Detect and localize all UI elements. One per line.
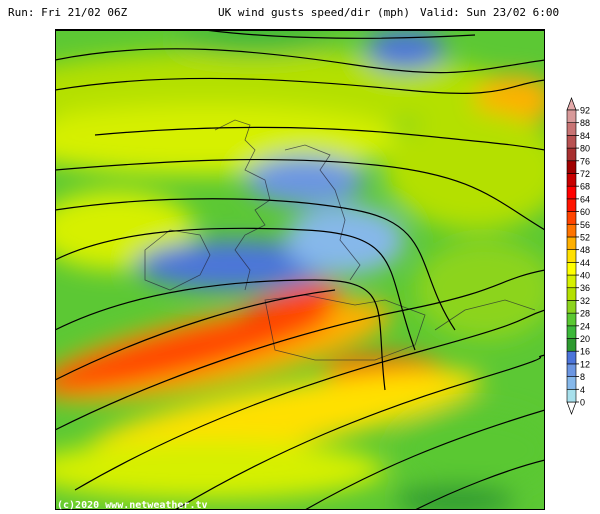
legend-tick-label: 64 xyxy=(580,194,590,204)
legend-tick-label: 16 xyxy=(580,347,590,357)
legend-swatch xyxy=(566,122,577,136)
legend-tick-label: 0 xyxy=(580,398,585,408)
legend-tick-label: 60 xyxy=(580,207,590,217)
legend-swatch xyxy=(566,160,577,174)
legend-swatch xyxy=(566,109,577,123)
legend-swatch xyxy=(566,262,577,276)
legend-swatch xyxy=(566,236,577,250)
wind-streamlines xyxy=(55,30,545,510)
legend-tick-label: 24 xyxy=(580,321,590,331)
legend-top-arrow xyxy=(566,97,577,111)
legend-tick-label: 56 xyxy=(580,220,590,230)
valid-label: Valid: Sun 23/02 6:00 xyxy=(420,6,560,19)
legend-swatch xyxy=(566,376,577,390)
legend-swatch xyxy=(566,198,577,212)
legend-swatch xyxy=(566,338,577,352)
legend-swatch xyxy=(566,363,577,377)
legend-tick-label: 88 xyxy=(580,118,590,128)
legend-swatch xyxy=(566,274,577,289)
run-label: Run: Fri 21/02 06Z xyxy=(8,6,128,19)
legend-swatch xyxy=(566,211,577,225)
legend-tick-label: 8 xyxy=(580,372,585,382)
legend-swatch xyxy=(566,325,577,339)
legend-tick-label: 72 xyxy=(580,169,590,179)
legend-tick-label: 28 xyxy=(580,309,590,319)
map-frame xyxy=(55,30,545,510)
legend-tick-label: 52 xyxy=(580,232,590,242)
legend-tick-label: 44 xyxy=(580,258,590,268)
legend-swatch xyxy=(566,389,577,403)
legend-tick-label: 40 xyxy=(580,271,590,281)
wind-gust-map xyxy=(55,30,545,510)
legend-swatch xyxy=(566,300,577,314)
legend-swatch xyxy=(566,173,577,187)
legend-tick-label: 84 xyxy=(580,131,590,141)
legend-tick-label: 12 xyxy=(580,359,590,369)
map-title: UK wind gusts speed/dir (mph) xyxy=(218,6,411,19)
legend-swatch xyxy=(566,312,577,327)
legend-tick-label: 92 xyxy=(580,106,590,116)
copyright-text: (c)2020 www.netweather.tv xyxy=(57,500,208,511)
legend-swatch xyxy=(566,185,577,200)
color-scale-legend: 0481216202428323640444852566064687276808… xyxy=(566,97,590,415)
legend-tick-label: 36 xyxy=(580,283,590,293)
legend-tick-label: 32 xyxy=(580,296,590,306)
legend-tick-label: 80 xyxy=(580,144,590,154)
legend-tick-label: 68 xyxy=(580,182,590,192)
legend-tick-label: 48 xyxy=(580,245,590,255)
legend-swatch xyxy=(566,287,577,301)
legend-swatch xyxy=(566,135,577,149)
header-divider xyxy=(55,29,545,30)
legend-tick-label: 20 xyxy=(580,334,590,344)
legend-swatch xyxy=(566,147,577,162)
legend-tick-label: 4 xyxy=(580,385,585,395)
legend-swatch xyxy=(566,350,577,365)
legend-swatch xyxy=(566,249,577,263)
gust-field xyxy=(55,30,545,510)
legend-tick-label: 76 xyxy=(580,156,590,166)
legend-bottom-arrow xyxy=(566,401,577,415)
legend-swatch xyxy=(566,223,577,238)
